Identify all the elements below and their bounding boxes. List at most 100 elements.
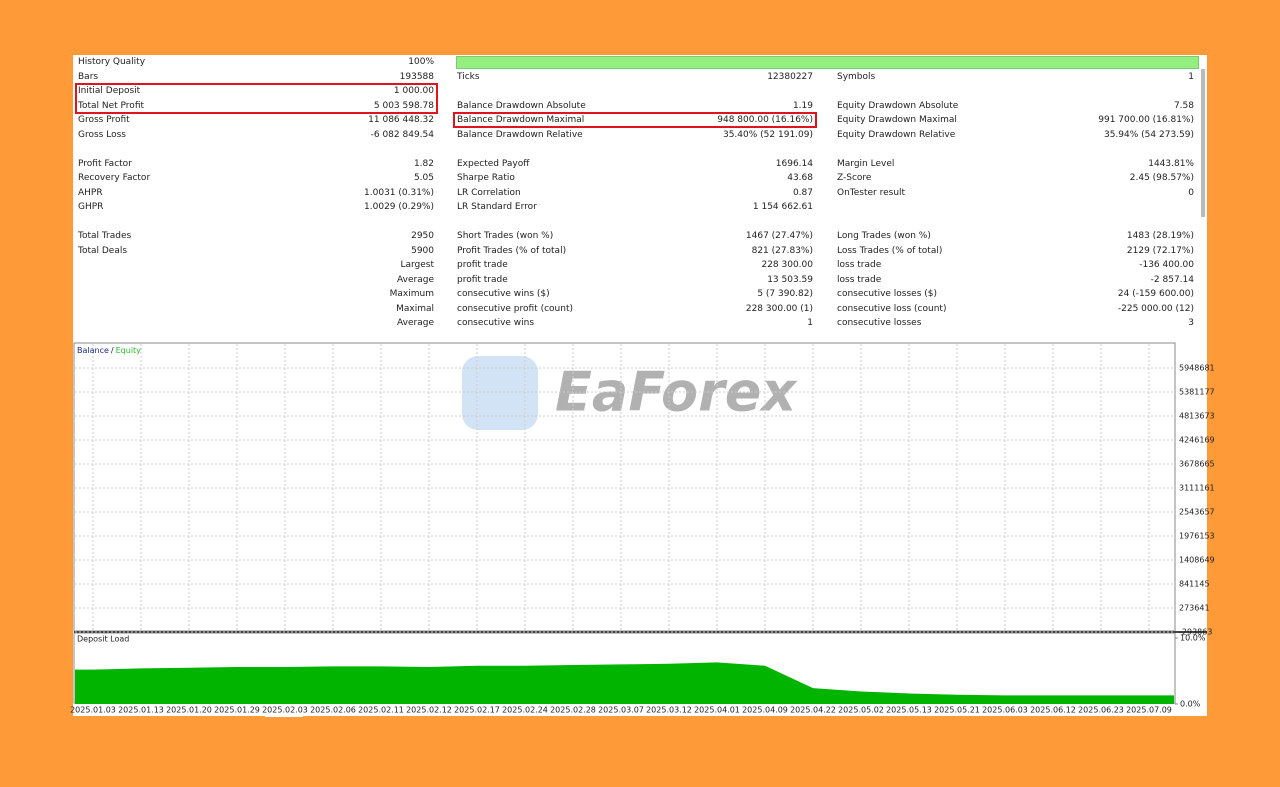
cell-label: consecutive losses bbox=[837, 318, 922, 328]
y-tick-label: 0.0% bbox=[1180, 700, 1201, 709]
cell-value: 43.68 bbox=[787, 173, 813, 183]
cell-label: Bars bbox=[78, 71, 99, 82]
cell-label: Profit Trades (% of total) bbox=[457, 245, 567, 256]
x-tick-label: 2025.01.29 bbox=[214, 706, 260, 715]
cell-value: 12380227 bbox=[767, 71, 813, 82]
cell-label: Equity Drawdown Absolute bbox=[837, 100, 959, 111]
x-tick-label: 2025.01.20 bbox=[166, 706, 212, 715]
x-tick-label: 2025.02.06 bbox=[310, 706, 356, 715]
cell-value: 1 154 662.61 bbox=[752, 202, 813, 212]
scrollbar bbox=[1201, 69, 1205, 217]
cell-value: 0 bbox=[1188, 187, 1194, 198]
cell-value: 35.40% (52 191.09) bbox=[722, 129, 813, 140]
cell-value: 1.0029 (0.29%) bbox=[364, 202, 434, 212]
cell-value: -225 000.00 (12) bbox=[1117, 303, 1194, 314]
load-title: Deposit Load bbox=[77, 635, 129, 644]
cell-value: 948 800.00 (16.16%) bbox=[717, 115, 813, 125]
cell-label: LR Correlation bbox=[457, 187, 521, 198]
cell-value: 3 bbox=[1188, 318, 1194, 328]
cell-label: LR Standard Error bbox=[457, 202, 537, 212]
cell-value: 5900 bbox=[411, 245, 434, 256]
cell-value: -136 400.00 bbox=[1139, 260, 1194, 270]
cell-value: -2 857.14 bbox=[1150, 274, 1194, 285]
cell-label: Short Trades (won %) bbox=[457, 231, 554, 241]
highlight-box bbox=[75, 83, 438, 114]
x-tick-label: 2025.04.01 bbox=[694, 706, 740, 715]
cell-value: 991 700.00 (16.81%) bbox=[1098, 115, 1194, 125]
cell-label: Z-Score bbox=[837, 173, 872, 183]
cell-label: History Quality bbox=[78, 57, 146, 67]
y-tick-label: 4813673 bbox=[1179, 412, 1215, 421]
x-tick-label: 2025.05.02 bbox=[838, 706, 884, 715]
legend-entry: Equity bbox=[116, 346, 142, 355]
x-tick-label: 2025.03.12 bbox=[646, 706, 692, 715]
cell-label: profit trade bbox=[457, 260, 508, 270]
y-tick-label: 3678665 bbox=[1179, 460, 1215, 469]
cell-value: 2.45 (98.57%) bbox=[1129, 173, 1194, 183]
cell-label: Profit Factor bbox=[78, 158, 132, 169]
cell-label: Total Deals bbox=[78, 245, 128, 256]
watermark-logo bbox=[462, 356, 538, 430]
cell-label: OnTester result bbox=[837, 187, 906, 198]
cell-value: 1443.81% bbox=[1148, 158, 1194, 169]
cell-value: 193588 bbox=[399, 71, 434, 82]
x-tick-label: 2025.05.21 bbox=[934, 706, 980, 715]
cell-value: 1467 (27.47%) bbox=[745, 231, 813, 241]
y-tick-label: 841145 bbox=[1179, 580, 1210, 589]
legend-sep: / bbox=[111, 346, 114, 355]
cell-value: 228 300.00 bbox=[761, 260, 813, 270]
cell-label: GHPR bbox=[78, 202, 104, 212]
cell-label: consecutive losses ($) bbox=[837, 289, 938, 299]
cell-label: Initial Deposit bbox=[78, 86, 141, 96]
cell-label: Loss Trades (% of total) bbox=[837, 245, 943, 256]
cell-value: 1 bbox=[1188, 71, 1194, 82]
cell-label: Symbols bbox=[837, 71, 876, 82]
cell-label: Recovery Factor bbox=[78, 173, 151, 183]
cell-value: 5.05 bbox=[413, 173, 434, 183]
cell-label: consecutive wins ($) bbox=[457, 289, 550, 299]
legend-entry: Balance bbox=[77, 346, 109, 355]
cell-label: consecutive loss (count) bbox=[837, 303, 947, 314]
cell-value: 1 bbox=[807, 318, 813, 328]
cell-value: 1 000.00 bbox=[393, 86, 434, 96]
cell-label: Long Trades (won %) bbox=[837, 231, 931, 241]
y-tick-label: 3111161 bbox=[1179, 484, 1215, 493]
cell-value: 11 086 448.32 bbox=[368, 115, 434, 125]
y-tick-label: 1408649 bbox=[1179, 556, 1215, 565]
x-tick-label: 2025.03.07 bbox=[598, 706, 644, 715]
x-tick-label: 2025.06.23 bbox=[1078, 706, 1124, 715]
x-tick-label: 2025.06.03 bbox=[982, 706, 1028, 715]
cell-value: 24 (-159 600.00) bbox=[1117, 289, 1194, 299]
cell-value: 1483 (28.19%) bbox=[1126, 231, 1194, 241]
x-tick-label: 2025.02.12 bbox=[406, 706, 452, 715]
scroll-thumb bbox=[265, 714, 303, 717]
y-tick-label: 2543657 bbox=[1179, 508, 1215, 517]
cell-label: consecutive wins bbox=[457, 318, 535, 328]
cell-label: Gross Profit bbox=[78, 115, 130, 125]
y-tick-label: 5948681 bbox=[1179, 364, 1215, 373]
cell-value: 2950 bbox=[411, 231, 434, 241]
highlight-box bbox=[453, 112, 817, 128]
cell-value: 13 503.59 bbox=[767, 274, 813, 285]
cell-value: 5 003 598.78 bbox=[373, 100, 434, 111]
cell-value: 1.19 bbox=[792, 100, 813, 111]
cell-label: Total Trades bbox=[78, 231, 132, 241]
x-tick-label: 2025.02.03 bbox=[262, 706, 308, 715]
cell-value: 0.87 bbox=[792, 187, 813, 198]
cell-label: loss trade bbox=[837, 274, 882, 285]
y-tick-label: 273641 bbox=[1179, 604, 1210, 613]
x-tick-label: 2025.02.11 bbox=[358, 706, 404, 715]
x-tick-label: 2025.06.12 bbox=[1030, 706, 1076, 715]
x-tick-label: 2025.01.03 bbox=[70, 706, 116, 715]
cell-value: Average bbox=[397, 318, 434, 328]
x-tick-label: 2025.05.13 bbox=[886, 706, 932, 715]
cell-label: Equity Drawdown Relative bbox=[837, 129, 956, 140]
x-tick-label: 2025.04.09 bbox=[742, 706, 788, 715]
cell-value: 100% bbox=[408, 57, 434, 67]
x-tick-label: 2025.01.13 bbox=[118, 706, 164, 715]
x-tick-label: 2025.04.22 bbox=[790, 706, 836, 715]
cell-label: consecutive profit (count) bbox=[457, 303, 573, 314]
cell-value: Average bbox=[397, 274, 434, 285]
